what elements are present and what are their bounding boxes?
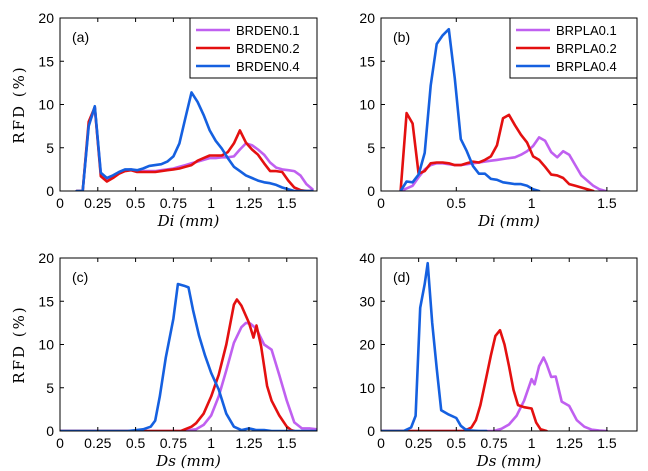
x-tick-label: 1.5 — [597, 195, 617, 211]
y-tick-label: 20 — [359, 337, 375, 353]
chart-panel-c: 0 0.25 0.5 0.75 1 1.25 1.5 0 5 10 15 20 (c) Ds (mm) RF… — [10, 250, 318, 470]
series-line-1 — [75, 105, 314, 191]
x-tick-label: 0 — [377, 435, 385, 451]
legend-entry: BRDEN0.4 — [236, 59, 300, 74]
x-tick-label: 1 — [207, 195, 215, 211]
series-line-1 — [381, 328, 548, 431]
legend: BRDEN0.1 BRDEN0.2 BRDEN0.4 — [189, 17, 318, 79]
chart-panel-d: 0 0.25 0.5 0.75 1 1.25 1.5 0 10 20 30 40 (d) Ds (mm) — [359, 250, 638, 470]
legend-entry: BRPLA0.4 — [556, 59, 617, 74]
y-tick-label: 5 — [46, 140, 54, 156]
y-tick-label: 5 — [46, 380, 54, 396]
x-axis-label: Ds (mm) — [476, 452, 542, 470]
legend-entry: BRDEN0.1 — [236, 23, 300, 38]
y-tick-label: 0 — [46, 183, 54, 199]
panel-label: (a) — [72, 29, 89, 45]
y-tick-label: 0 — [367, 183, 375, 199]
series-group — [381, 261, 609, 431]
x-tick-label: 0.75 — [160, 195, 187, 211]
panel-label: (c) — [72, 269, 88, 285]
y-tick-label: 15 — [38, 53, 54, 69]
panel-label: (b) — [393, 29, 410, 45]
y-tick-label: 15 — [359, 53, 375, 69]
series-line-2 — [399, 27, 541, 191]
y-tick-label: 30 — [359, 293, 375, 309]
series-line-2 — [75, 91, 314, 191]
x-axis-label: Ds (mm) — [155, 452, 221, 470]
x-tick-label: 0.25 — [405, 435, 432, 451]
panel-label: (d) — [393, 269, 410, 285]
y-tick-label: 20 — [359, 10, 375, 26]
x-axis-label: Di (mm) — [157, 212, 220, 230]
x-tick-label: 1.25 — [235, 435, 262, 451]
y-tick-label: 10 — [359, 380, 375, 396]
series-line-2 — [60, 282, 317, 431]
x-tick-label: 1.25 — [235, 195, 262, 211]
legend-entry: BRDEN0.2 — [236, 41, 300, 56]
x-tick-label: 0 — [56, 435, 64, 451]
x-tick-label: 0.5 — [126, 195, 146, 211]
x-tick-label: 0 — [377, 195, 385, 211]
x-tick-label: 0 — [56, 195, 64, 211]
y-tick-label: 10 — [359, 97, 375, 113]
legend: BRPLA0.1 BRPLA0.2 BRPLA0.4 — [509, 17, 638, 79]
x-tick-label: 1.5 — [597, 435, 617, 451]
x-tick-label: 0.75 — [480, 435, 507, 451]
y-tick-label: 20 — [38, 10, 54, 26]
x-tick-label: 0.25 — [84, 435, 111, 451]
y-tick-label: 0 — [46, 423, 54, 439]
y-axis-label: RFD (%) — [10, 65, 28, 143]
y-tick-label: 20 — [38, 250, 54, 266]
x-tick-label: 0.25 — [84, 195, 111, 211]
series-line-1 — [60, 298, 296, 431]
series-line-0 — [381, 356, 609, 431]
series-line-2 — [381, 261, 488, 431]
legend-entry: BRPLA0.2 — [556, 41, 617, 56]
chart-panel-a: 0 0.25 0.5 0.75 1 1.25 1.5 0 5 10 15 20 (a) Di (mm) RF… — [10, 10, 318, 230]
y-tick-label: 5 — [367, 140, 375, 156]
series-group — [399, 27, 607, 191]
x-tick-label: 1 — [207, 435, 215, 451]
plot-frame — [59, 257, 318, 432]
x-tick-label: 1.25 — [556, 435, 583, 451]
series-group — [75, 91, 314, 191]
y-tick-label: 40 — [359, 250, 375, 266]
y-tick-label: 10 — [38, 97, 54, 113]
y-tick-label: 10 — [38, 337, 54, 353]
legend-entry: BRPLA0.1 — [556, 23, 617, 38]
x-tick-label: 1.5 — [277, 195, 297, 211]
x-tick-label: 0.75 — [160, 435, 187, 451]
y-axis-label: RFD (%) — [10, 305, 28, 383]
x-tick-label: 1 — [528, 195, 536, 211]
x-tick-label: 0.5 — [447, 435, 467, 451]
y-tick-label: 15 — [38, 293, 54, 309]
series-line-1 — [399, 111, 595, 191]
y-tick-label: 0 — [367, 423, 375, 439]
x-tick-label: 0.5 — [447, 195, 467, 211]
x-axis-label: Di (mm) — [477, 212, 540, 230]
series-group — [60, 282, 317, 431]
x-tick-label: 0.5 — [126, 435, 146, 451]
x-tick-label: 1 — [528, 435, 536, 451]
x-tick-label: 1.5 — [277, 435, 297, 451]
